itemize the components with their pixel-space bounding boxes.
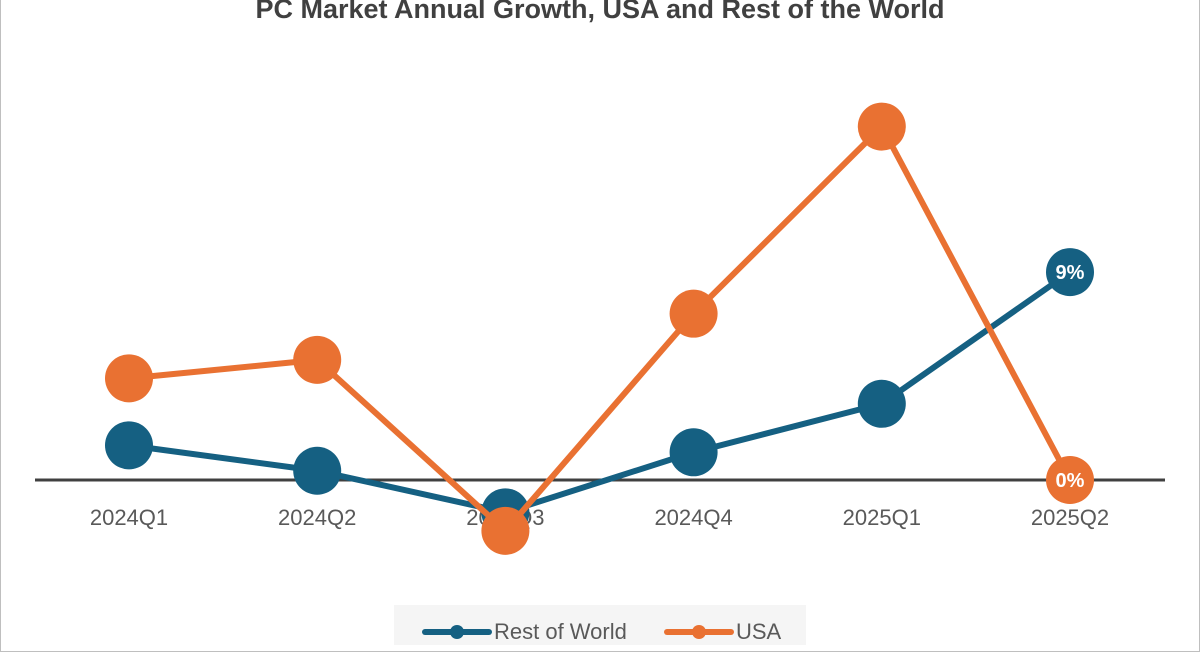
x-tick-label: 2024Q1	[90, 505, 168, 530]
data-point-usa	[481, 506, 530, 555]
data-point-rest-of-world	[669, 428, 718, 477]
legend-item-rest-of-world: Rest of World	[422, 619, 627, 645]
data-point-usa	[105, 354, 153, 403]
x-tick-label: 2025Q1	[843, 505, 921, 530]
data-point-rest-of-world	[293, 446, 342, 495]
series-line-usa	[128, 123, 1073, 534]
legend-label: Rest of World	[494, 619, 627, 644]
x-tick-label: 2024Q2	[278, 505, 356, 530]
legend-marker-usa	[664, 625, 734, 639]
data-point-usa	[669, 289, 718, 338]
data-point-usa	[293, 335, 342, 384]
x-tick-label: 2025Q2	[1031, 505, 1109, 530]
data-label: 0%	[1056, 470, 1085, 492]
legend: Rest of World USA	[394, 605, 806, 645]
data-point-rest-of-world	[1046, 248, 1094, 297]
legend-item-usa: USA	[664, 619, 781, 645]
data-point-usa	[1046, 456, 1094, 504]
chart-title: PC Market Annual Growth, USA and Rest of…	[255, 0, 945, 24]
legend-marker-rest-of-world	[422, 625, 492, 639]
data-point-rest-of-world	[105, 421, 153, 470]
x-tick-label: 2024Q4	[654, 505, 732, 530]
data-point-usa	[857, 102, 906, 151]
data-point-rest-of-world	[857, 379, 906, 428]
series-line-rest-of-world	[128, 269, 1072, 516]
legend-label: USA	[736, 619, 782, 644]
data-label: 9%	[1056, 262, 1085, 284]
